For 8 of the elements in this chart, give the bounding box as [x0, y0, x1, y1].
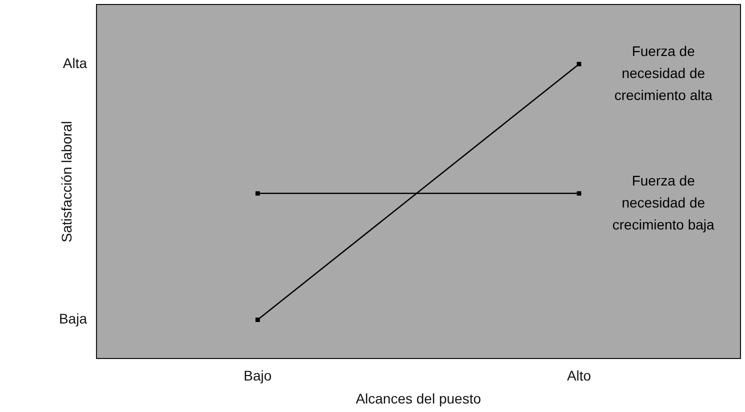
- y-axis-title: Satisfacción laboral: [58, 120, 74, 242]
- text: Alta: [62, 54, 88, 71]
- text: Fuerza de necesidad de crecimiento baja: [612, 172, 715, 232]
- text: Fuerza de necesidad de crecimiento alta: [614, 42, 713, 103]
- text: Baja: [58, 310, 88, 327]
- x-axis-title: Alcances del puesto: [356, 390, 482, 406]
- x-tick-label: Bajo: [244, 367, 272, 384]
- x-tick-label: Alto: [566, 367, 592, 384]
